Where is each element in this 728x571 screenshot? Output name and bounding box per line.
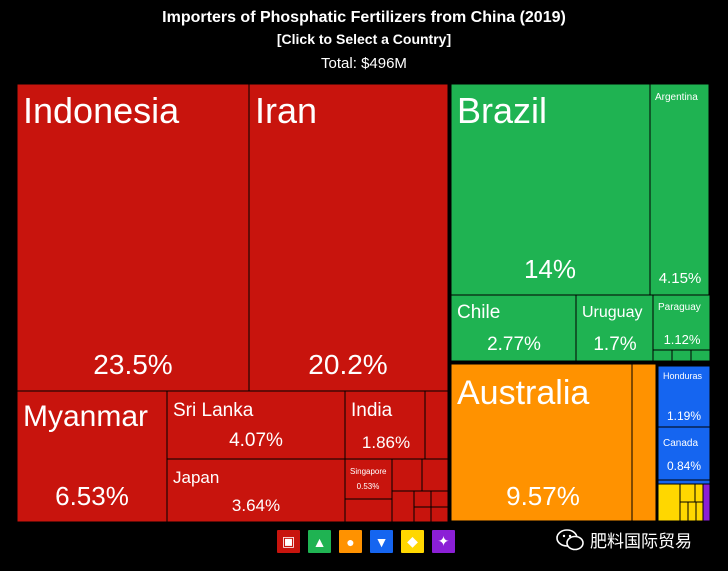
- tile-singapore-share: 0.53%: [357, 482, 380, 491]
- tile-honduras-name: Honduras: [663, 371, 703, 381]
- tile-argentina-share: 4.15%: [659, 270, 702, 287]
- tile-small-europe-20[interactable]: [702, 483, 711, 522]
- tile-brazil-name: Brazil: [457, 90, 547, 131]
- tile-paraguay-share: 1.12%: [664, 332, 701, 347]
- region-legend: ▣ ▲ ● ▼ ◆ ✦: [276, 529, 456, 554]
- tile-small-africa-16[interactable]: [694, 483, 704, 503]
- watermark: 肥料国际贸易: [556, 527, 692, 552]
- tile-small-asia-2[interactable]: [421, 458, 449, 492]
- tile-chile-name: Chile: [457, 302, 500, 323]
- tile-small-africa-19[interactable]: [695, 501, 704, 522]
- tile-australia-name: Australia: [457, 374, 589, 412]
- tile-small-africa-17[interactable]: [679, 501, 689, 522]
- tile-iran-name: Iran: [255, 90, 317, 131]
- tile-indonesia[interactable]: [16, 83, 250, 392]
- tile-india-name: India: [351, 400, 393, 421]
- tile-small-asia-4[interactable]: [413, 490, 432, 508]
- tile-argentina-name: Argentina: [655, 92, 698, 103]
- wechat-icon: [556, 528, 584, 550]
- tile-myanmar[interactable]: [16, 390, 168, 523]
- tile-small-africa-15[interactable]: [679, 483, 696, 503]
- tile-small-asia-5[interactable]: [430, 490, 449, 508]
- tile-canada[interactable]: [657, 426, 711, 481]
- tile-chile-share: 2.77%: [487, 334, 541, 355]
- tile-brazil[interactable]: [450, 83, 651, 296]
- tile-iran-share: 20.2%: [308, 349, 387, 380]
- tile-argentina[interactable]: [649, 83, 710, 296]
- europe-map-icon[interactable]: ✦: [431, 529, 456, 554]
- tile-uruguay-name: Uruguay: [582, 304, 642, 321]
- tile-myanmar-share: 6.53%: [55, 481, 129, 511]
- tile-india[interactable]: [344, 390, 426, 460]
- tile-small-oceania-12[interactable]: [631, 363, 657, 522]
- watermark-text: 肥料国际贸易: [590, 532, 692, 551]
- tile-uruguay[interactable]: [575, 294, 654, 362]
- tile-canada-share: 0.84%: [667, 459, 701, 473]
- chart-total: Total: $496M: [321, 55, 407, 72]
- tile-small-asia-8[interactable]: [344, 498, 393, 523]
- tile-japan-share: 3.64%: [232, 496, 280, 515]
- tile-canada-name: Canada: [663, 438, 698, 449]
- tile-japan-name: Japan: [173, 468, 219, 487]
- tile-small-americas-11[interactable]: [690, 349, 711, 362]
- chart-title: Importers of Phosphatic Fertilizers from…: [162, 9, 566, 26]
- tile-brazil-share: 14%: [524, 254, 576, 284]
- tile-myanmar-name: Myanmar: [23, 400, 148, 433]
- oceania-map-icon[interactable]: ●: [338, 529, 363, 554]
- tile-small-americas-9[interactable]: [652, 349, 673, 362]
- chart-subtitle[interactable]: [Click to Select a Country]: [276, 31, 452, 47]
- tile-indonesia-share: 23.5%: [93, 349, 172, 380]
- tile-iran[interactable]: [248, 83, 449, 392]
- tile-sri-lanka-name: Sri Lanka: [173, 400, 254, 421]
- tile-paraguay-name: Paraguay: [658, 302, 701, 313]
- tile-small-africa-14[interactable]: [657, 483, 681, 522]
- tile-indonesia-name: Indonesia: [23, 90, 180, 131]
- africa-map-icon[interactable]: ◆: [400, 529, 425, 554]
- tile-small-asia-6[interactable]: [413, 506, 432, 523]
- tile-india-share: 1.86%: [362, 433, 410, 452]
- tile-small-asia-1[interactable]: [391, 458, 423, 492]
- tile-japan[interactable]: [166, 458, 346, 523]
- tile-small-north-america-13[interactable]: [657, 479, 711, 485]
- tile-singapore-name: Singapore: [350, 467, 387, 476]
- tile-australia[interactable]: [450, 363, 657, 522]
- asia-map-icon[interactable]: ▣: [276, 529, 301, 554]
- tile-honduras[interactable]: [657, 365, 711, 428]
- north-america-map-icon[interactable]: ▼: [369, 529, 394, 554]
- tile-small-asia-0[interactable]: [424, 390, 449, 460]
- tile-sri-lanka-share: 4.07%: [229, 430, 283, 451]
- tile-australia-share: 9.57%: [506, 481, 580, 511]
- tile-small-africa-18[interactable]: [687, 501, 697, 522]
- tile-paraguay[interactable]: [652, 294, 711, 351]
- tile-honduras-share: 1.19%: [667, 409, 701, 423]
- south-america-map-icon[interactable]: ▲: [307, 529, 332, 554]
- tile-small-asia-7[interactable]: [430, 506, 449, 523]
- tile-uruguay-share: 1.7%: [593, 334, 636, 355]
- tile-singapore[interactable]: [344, 458, 393, 500]
- tile-sri-lanka[interactable]: [166, 390, 346, 460]
- tile-small-asia-3[interactable]: [391, 490, 415, 523]
- tile-small-americas-10[interactable]: [671, 349, 692, 362]
